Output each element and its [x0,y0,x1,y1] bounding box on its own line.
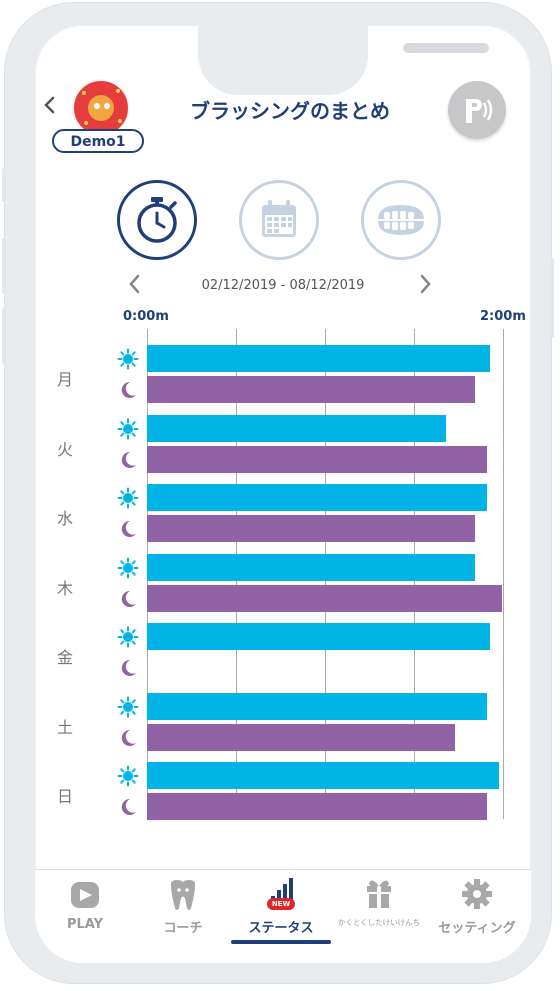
bar-evening [147,376,475,403]
bar-evening [147,723,455,751]
sun-icon [117,487,139,509]
sun-icon [117,557,139,578]
date-range-text: 02/12/2019 - 08/12/2019 [201,278,365,293]
bar-morning [147,484,487,511]
character-face [88,95,114,121]
tab-status-label: ステータス [248,921,314,936]
stopwatch-icon [137,197,177,243]
app-screen: Demo1 ブラッシングのまとめ [35,25,531,963]
day-label: 金 [57,648,74,667]
sun-icon [117,696,139,717]
gear-icon [462,879,492,909]
tab-rewards[interactable]: かくとくしたけいけんち [329,870,429,950]
moon-icon [121,798,136,815]
mute-switch [2,168,6,202]
phone-frame: Demo1 ブラッシングのまとめ [2,2,554,984]
calendar-icon [262,200,296,237]
bar-evening [147,584,502,612]
date-range-nav: 02/12/2019 - 08/12/2019 [35,274,531,297]
sun-icon [117,765,139,787]
bar-evening [147,793,487,820]
volume-down-button [2,308,6,364]
play-icon [71,882,99,908]
moon-icon [121,520,136,537]
day-label: 火 [57,439,74,459]
bar-morning [147,762,499,789]
back-button[interactable] [43,96,55,119]
prev-week-button[interactable] [127,273,141,301]
bar-morning [147,414,446,442]
next-week-button[interactable] [419,273,433,301]
bar-morning [147,553,475,581]
mode-teeth-button[interactable] [361,180,441,260]
mode-calendar-button[interactable] [239,180,319,260]
power-button [550,258,554,338]
bar-evening [147,515,475,542]
moon-icon [121,451,136,468]
bar-morning [147,692,487,720]
day-label: 水 [57,509,74,528]
sun-icon [117,626,139,648]
tab-status[interactable]: NEW ステータス [231,870,331,950]
teeth-icon [378,205,424,235]
x-tick-end: 2:00m [480,309,526,324]
user-name-badge[interactable]: Demo1 [52,129,144,153]
tab-rewards-label: かくとくしたけいけんち [337,918,421,927]
bar-morning [147,345,490,372]
tab-coach-label: コーチ [163,921,203,936]
day-label: 日 [57,787,74,806]
day-label: 木 [57,578,74,598]
avatar[interactable] [72,79,130,137]
sun-icon [117,418,139,439]
tab-play-label: PLAY [66,917,104,932]
day-label: 月 [57,370,74,389]
gridline [503,329,504,819]
tab-coach[interactable]: コーチ [133,870,233,950]
moon-icon [121,381,136,398]
speaker [403,43,489,53]
bottom-tab-bar: PLAY コーチ NEW ステータス [35,869,531,963]
moon-icon [121,659,136,676]
new-badge: NEW [267,898,295,910]
view-mode-selector [35,180,531,260]
toothbrush-connect-button[interactable] [448,81,506,139]
toothbrush-bluetooth-icon [466,99,493,123]
bar-morning [147,623,490,650]
tab-play[interactable]: PLAY [35,870,135,950]
tooth-icon [171,880,195,910]
sun-icon [117,348,139,370]
moon-icon [121,590,136,607]
x-tick-start: 0:00m [123,309,169,324]
bar-evening [147,445,487,473]
mode-timer-button[interactable] [117,180,197,260]
gift-icon [367,880,391,908]
tab-settings-label: セッティング [438,921,516,936]
volume-up-button [2,238,6,294]
chevron-right-icon [420,274,431,294]
active-tab-indicator [231,940,331,944]
notch [198,25,489,95]
chevron-left-icon [129,274,140,294]
moon-icon [121,729,136,746]
day-label: 土 [57,717,74,737]
page-title: ブラッシングのまとめ [190,99,390,123]
chevron-left-icon [44,96,55,114]
tab-settings[interactable]: セッティング [427,870,527,950]
